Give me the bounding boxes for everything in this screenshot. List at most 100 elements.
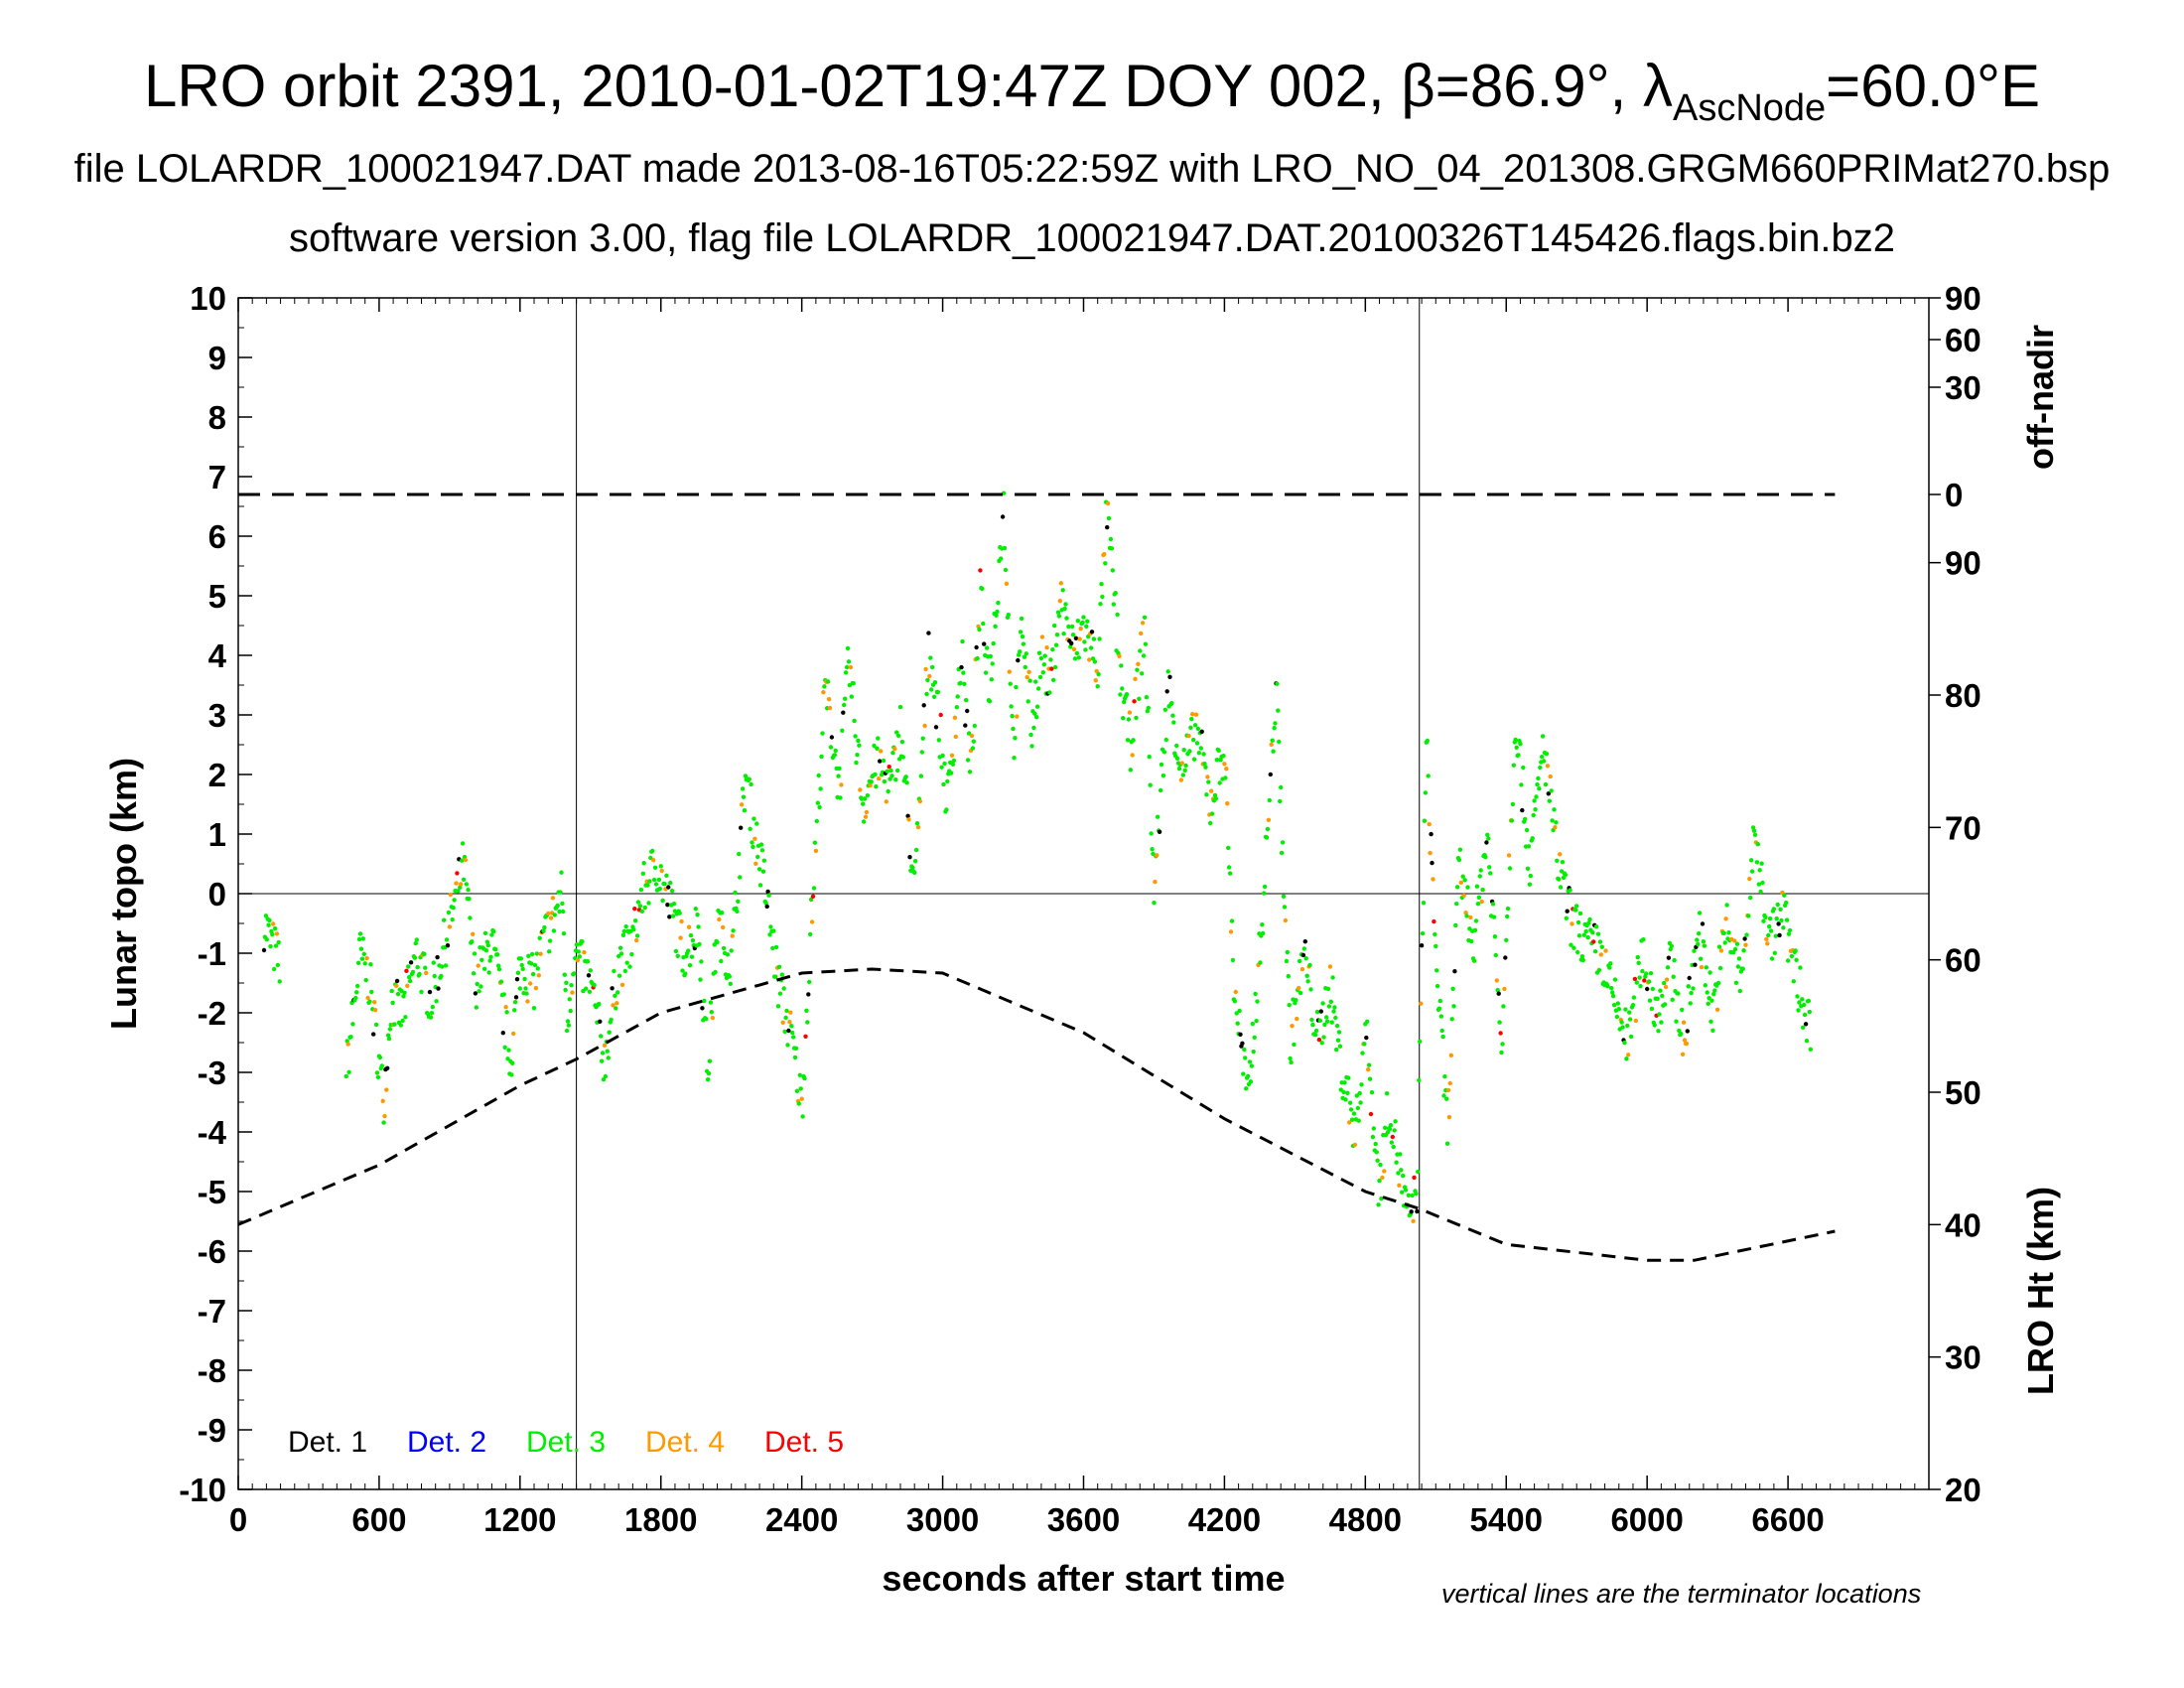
lro-height-line [237,967,1836,1262]
topo-point [1248,1079,1254,1084]
topo-point [1477,874,1483,879]
topo-point [1159,762,1164,768]
topo-point [656,877,662,883]
topo-points [261,491,1814,1224]
topo-point [1460,874,1465,879]
topo-point [915,824,921,830]
topo-point [1037,674,1043,680]
topo-point [1314,1009,1320,1015]
topo-point [1241,1071,1246,1076]
topo-point [826,679,831,684]
topo-point [888,768,893,774]
topo-point [647,879,652,884]
topo-point [940,753,945,759]
topo-point [868,782,873,788]
topo-point [612,968,616,974]
topo-point [1324,1015,1329,1020]
topo-point [933,725,939,730]
topo-point [1758,889,1763,895]
topo-point [401,994,406,999]
topo-point [565,1019,571,1024]
topo-point [452,898,457,903]
topo-point [864,809,870,815]
topo-point [931,694,937,699]
topo-point [412,955,418,960]
topo-point [641,861,646,866]
y-tick-label: 1 [208,816,226,853]
x-axis-label: seconds after start time [882,1558,1285,1599]
topo-point [1020,633,1025,639]
topo-point [686,924,692,929]
topo-point [696,924,701,929]
topo-point [1209,788,1214,793]
topo-point [1808,1047,1814,1053]
topo-point [1336,1030,1342,1035]
topo-point [1781,925,1786,930]
topo-point [1397,1183,1402,1189]
topo-point [435,954,440,960]
topo-point [1702,943,1707,948]
topo-point [1270,738,1275,743]
topo-point [561,931,567,936]
topo-point [1591,939,1596,944]
topo-point [415,964,420,970]
topo-point [568,1008,573,1014]
topo-point [1134,715,1139,721]
x-tick-label: 6000 [1610,1501,1683,1538]
topo-point [1674,1019,1679,1024]
topo-point [1420,930,1426,936]
topo-point [513,995,519,1000]
topo-point [1118,692,1123,697]
topo-point [1581,932,1587,937]
topo-point [1265,826,1271,832]
topo-point [633,918,638,923]
topo-point [1364,1035,1369,1041]
topo-point [906,817,911,822]
topo-point [680,968,685,973]
topo-point [602,1043,608,1049]
topo-point [1756,882,1762,887]
topo-point [1278,798,1283,804]
topo-point [1555,858,1560,863]
topo-point [669,888,675,894]
topo-point [1704,965,1709,970]
topo-point [1006,612,1011,618]
topo-point [1334,1047,1339,1053]
topo-point [460,858,465,863]
height-tick-label: 70 [1945,809,1981,846]
chart-subtitle-software: software version 3.00, flag file LOLARDR… [288,216,1896,260]
topo-point [962,681,967,686]
topo-point [1445,1087,1451,1093]
topo-point [1188,725,1193,730]
y-tick-label: 0 [208,876,226,913]
topo-point [1066,624,1071,630]
topo-point [610,986,614,991]
topo-point [1208,820,1213,826]
topo-point [430,1004,435,1010]
topo-point [486,970,491,975]
topo-point [1631,995,1637,1000]
topo-point [1444,1096,1449,1101]
topo-point [972,723,977,729]
topo-point [1144,695,1150,700]
topo-point [398,1023,403,1028]
topo-point [1069,624,1075,630]
topo-point [629,951,634,957]
topo-point [887,776,892,781]
topo-point [614,1001,619,1006]
topo-point [1741,948,1746,953]
topo-point [987,699,993,704]
topo-point [414,937,419,942]
topo-point [739,825,744,830]
topo-point [1269,742,1274,747]
topo-point [440,964,445,969]
topo-point [1649,1006,1655,1012]
topo-point [748,826,752,831]
topo-point [1349,1117,1355,1122]
topo-point [848,664,854,670]
topo-point [882,778,887,784]
topo-point [975,655,980,661]
topo-point [605,1049,610,1054]
topo-point [1507,866,1513,871]
topo-point [1022,654,1027,659]
